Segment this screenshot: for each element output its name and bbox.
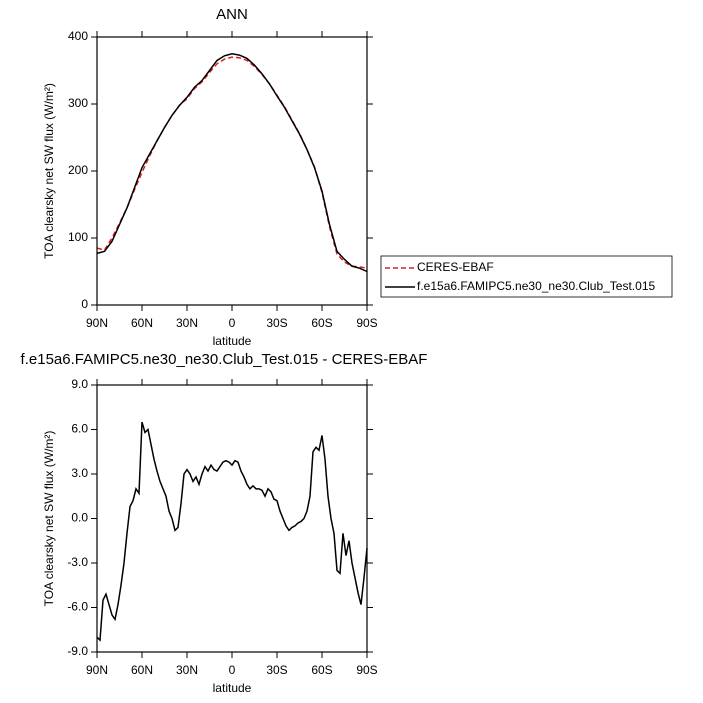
x-axis-label: latitude bbox=[213, 681, 252, 695]
x-tick-label: 0 bbox=[229, 316, 236, 330]
x-tick-label: 30N bbox=[176, 663, 198, 677]
data-line bbox=[96, 52, 368, 273]
y-tick-label: -3.0 bbox=[67, 555, 88, 569]
y-tick-label: 400 bbox=[68, 29, 88, 43]
data-line bbox=[96, 56, 368, 269]
x-tick-label: 90N bbox=[86, 663, 108, 677]
data-line bbox=[96, 421, 368, 642]
y-axis-label: TOA clearsky net SW flux (W/m²) bbox=[42, 431, 56, 607]
y-tick-label: 3.0 bbox=[71, 466, 88, 480]
y-tick-label: 9.0 bbox=[71, 377, 88, 391]
y-tick-label: 200 bbox=[68, 163, 88, 177]
x-tick-label: 90S bbox=[356, 316, 377, 330]
x-tick-label: 90S bbox=[356, 663, 377, 677]
x-axis-label: latitude bbox=[213, 334, 252, 348]
plot-frame bbox=[96, 384, 368, 653]
x-tick-label: 60N bbox=[131, 663, 153, 677]
y-tick-label: -9.0 bbox=[67, 644, 88, 658]
y-tick-label: -6.0 bbox=[67, 600, 88, 614]
x-tick-label: 30S bbox=[266, 663, 287, 677]
x-tick-label: 30N bbox=[176, 316, 198, 330]
y-axis-label: TOA clearsky net SW flux (W/m²) bbox=[42, 83, 56, 259]
x-tick-label: 0 bbox=[229, 663, 236, 677]
y-tick-label: 0.0 bbox=[71, 511, 88, 525]
y-tick-label: 100 bbox=[68, 230, 88, 244]
x-tick-label: 60N bbox=[131, 316, 153, 330]
x-tick-label: 90N bbox=[86, 316, 108, 330]
y-tick-label: 300 bbox=[68, 96, 88, 110]
x-tick-label: 60S bbox=[311, 663, 332, 677]
y-tick-label: 6.0 bbox=[71, 422, 88, 436]
x-tick-label: 60S bbox=[311, 316, 332, 330]
chart-title: f.e15a6.FAMIPC5.ne30_ne30.Club_Test.015 … bbox=[21, 351, 428, 368]
x-tick-label: 30S bbox=[266, 316, 287, 330]
legend-box bbox=[380, 255, 673, 298]
legend-label: f.e15a6.FAMIPC5.ne30_ne30.Club_Test.015 bbox=[417, 279, 655, 293]
plot-frame bbox=[96, 36, 368, 306]
legend-label: CERES-EBAF bbox=[417, 260, 494, 274]
chart-title: ANN bbox=[216, 6, 248, 23]
y-tick-label: 0 bbox=[81, 297, 88, 311]
